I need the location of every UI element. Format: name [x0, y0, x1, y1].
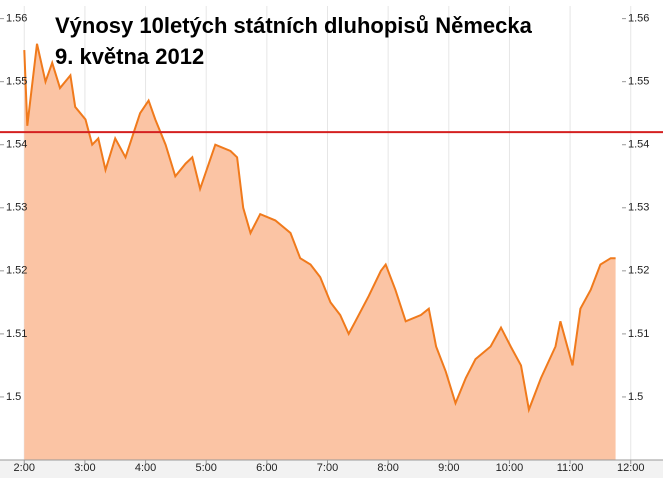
- x-tick-label: 8:00: [377, 462, 398, 474]
- y-tick-label: 1.54: [6, 139, 27, 151]
- area-fill: [24, 43, 616, 461]
- y-tick-label: 1.56: [628, 13, 649, 25]
- x-tick-label: 12:00: [617, 462, 645, 474]
- chart-title: Výnosy 10letých státních dluhopisů Němec…: [55, 13, 533, 38]
- chart-subtitle: 9. května 2012: [55, 44, 204, 69]
- y-tick-label: 1.56: [6, 13, 27, 25]
- x-tick-label: 2:00: [14, 462, 35, 474]
- y-tick-label: 1.5: [6, 391, 21, 403]
- x-tick-label: 5:00: [195, 462, 216, 474]
- x-tick-label: 7:00: [317, 462, 338, 474]
- line: [23, 43, 616, 414]
- y-tick-label: 1.51: [628, 328, 649, 340]
- x-tick-label: 10:00: [496, 462, 524, 474]
- y-tick-label: 1.53: [6, 202, 27, 214]
- x-tick-label: 4:00: [135, 462, 156, 474]
- y-tick-label: 1.52: [6, 265, 27, 277]
- x-axis-band: [0, 460, 663, 478]
- y-tick-label: 1.53: [628, 202, 649, 214]
- y-tick-label: 1.52: [628, 265, 649, 277]
- x-tick-label: 11:00: [557, 462, 584, 474]
- x-tick-label: 3:00: [74, 462, 95, 474]
- x-tick-label: 6:00: [256, 462, 277, 474]
- y-tick-label: 1.5: [628, 391, 643, 403]
- x-tick-label: 9:00: [438, 462, 459, 474]
- y-tick-label: 1.55: [6, 76, 27, 88]
- y-tick-label: 1.51: [6, 328, 27, 340]
- plot-area: 1.5 1.5 1.51 1.51 1.52 1.52 1.53 1.53 1.54 1.54 1.…: [0, 6, 663, 478]
- y-tick-label: 1.54: [628, 139, 649, 151]
- y-tick-label: 1.55: [628, 76, 649, 88]
